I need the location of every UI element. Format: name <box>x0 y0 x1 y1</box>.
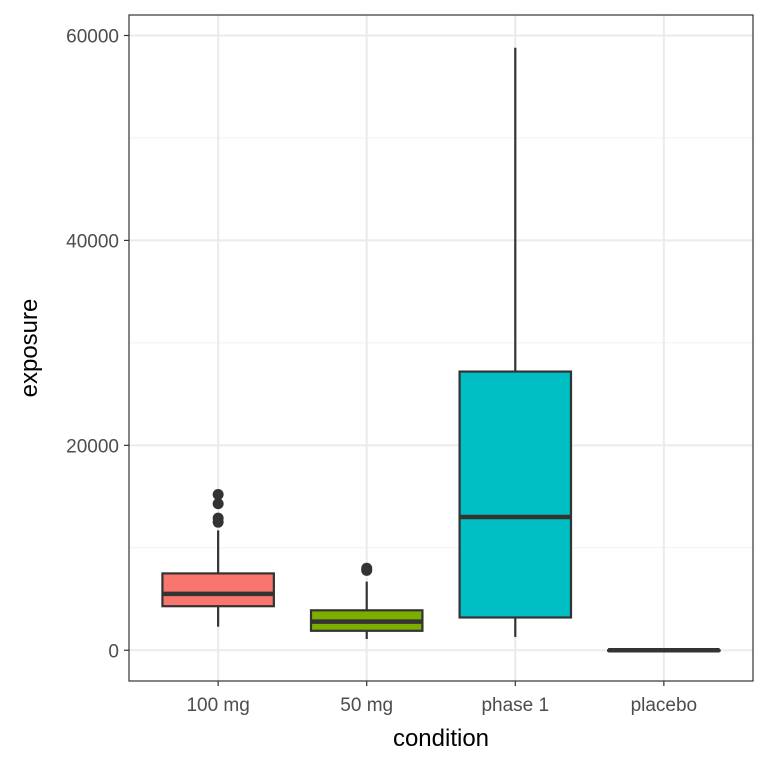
outlier-point <box>361 562 373 574</box>
y-tick-label: 0 <box>108 641 119 662</box>
panel-background <box>129 15 753 681</box>
x-tick-label: 100 mg <box>186 695 249 716</box>
y-tick-label: 40000 <box>66 231 119 252</box>
x-axis-title: condition <box>393 725 489 752</box>
box-100-mg <box>161 489 275 627</box>
outlier-point <box>212 498 224 510</box>
box-body <box>458 370 573 619</box>
axis-layer: 0 20000 40000 60000 100 mg 50 mg phase 1 placeb… <box>66 26 697 716</box>
panel-border <box>128 14 754 682</box>
x-tick-label: phase 1 <box>481 695 549 716</box>
y-axis-title: exposure <box>16 299 43 398</box>
y-tick-label: 20000 <box>66 436 119 457</box>
outlier-point <box>212 512 224 524</box>
x-tick-label: 50 mg <box>340 695 393 716</box>
box-layer <box>161 47 721 653</box>
box-body <box>161 572 275 608</box>
box-phase-1 <box>458 47 573 637</box>
outlier-point <box>212 489 224 501</box>
y-tick-label: 60000 <box>66 26 119 47</box>
box-placebo <box>607 648 721 653</box>
x-tick-label: placebo <box>631 695 698 716</box>
box-50-mg <box>309 562 424 639</box>
